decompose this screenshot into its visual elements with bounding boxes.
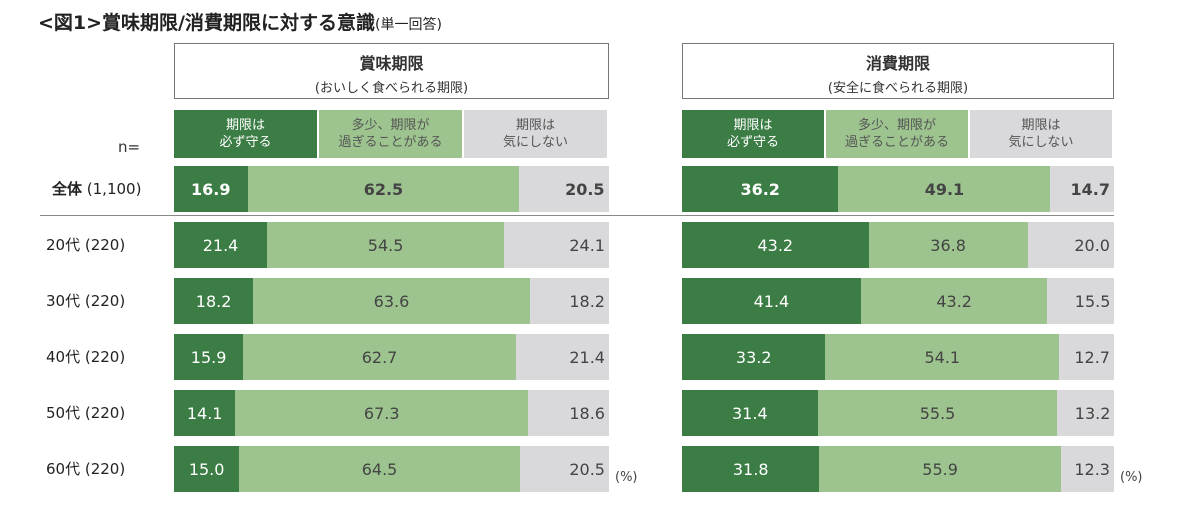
bar-segment: 14.1 (174, 390, 236, 436)
bar-segment: 15.9 (174, 334, 244, 380)
row-n: (220) (80, 404, 126, 422)
bar-segment: 33.2 (682, 334, 826, 380)
bar-segment: 62.5 (247, 166, 520, 212)
legend-category: 多少、期限が 過ぎることがある (826, 110, 970, 158)
row-n: (1,100) (82, 180, 142, 198)
bar-segment: 18.6 (528, 390, 609, 436)
bar-segment: 12.3 (1060, 446, 1114, 492)
bar-segment: 41.4 (682, 278, 861, 324)
row-group: 50代 (46, 404, 81, 422)
bar-segment: 43.2 (860, 278, 1048, 324)
legend-category: 期限は 必ず守る (174, 110, 319, 158)
bar-segment: 43.2 (682, 222, 869, 268)
row-label: 全体 (1,100) (52, 178, 141, 199)
row-group: 全体 (52, 180, 83, 198)
bar-segment: 67.3 (235, 390, 529, 436)
row-n: (220) (80, 460, 126, 478)
legend-category: 期限は 気にしない (464, 110, 609, 158)
title-note: (単一回答) (375, 17, 442, 33)
bar-segment: 54.5 (267, 222, 505, 268)
row-label: 20代 (220) (46, 234, 125, 255)
legend-category: 期限は 必ず守る (682, 110, 826, 158)
panel-subtitle: (安全に食べられる期限) (827, 81, 969, 96)
bar-segment: 15.5 (1047, 278, 1115, 324)
row-group: 20代 (46, 236, 81, 254)
bar-segment: 24.1 (504, 222, 609, 268)
row-label: 60代 (220) (46, 458, 125, 479)
separator (40, 215, 1114, 216)
panel-header-0: 賞味期限 (おいしく食べられる期限) (174, 43, 609, 99)
bar-segment: 21.4 (515, 334, 609, 380)
unit-label: (%) (1120, 470, 1143, 485)
title-text: <図1>賞味期限/消費期限に対する意識 (38, 12, 376, 34)
legend-category: 期限は 気にしない (970, 110, 1114, 158)
panel-title: 消費期限 (865, 54, 930, 73)
panel-title: 賞味期限 (359, 54, 424, 73)
row-label: 40代 (220) (46, 346, 125, 367)
bar-segment: 20.0 (1027, 222, 1114, 268)
row-n: (220) (80, 236, 126, 254)
row-label: 50代 (220) (46, 402, 125, 423)
bar-segment: 49.1 (838, 166, 1051, 212)
bar-segment: 18.2 (174, 278, 254, 324)
n-label: n= (118, 138, 141, 156)
row-label: 30代 (220) (46, 290, 125, 311)
bar-segment: 31.4 (682, 390, 818, 436)
bar-segment: 12.7 (1059, 334, 1114, 380)
row-n: (220) (80, 292, 126, 310)
bar-segment: 55.9 (819, 446, 1061, 492)
bar-segment: 15.0 (174, 446, 240, 492)
panel-header-1: 消費期限 (安全に食べられる期限) (682, 43, 1114, 99)
unit-label: (%) (615, 470, 638, 485)
bar-segment: 36.8 (868, 222, 1028, 268)
bar-segment: 63.6 (253, 278, 530, 324)
row-n: (220) (80, 348, 126, 366)
legend-category: 多少、期限が 過ぎることがある (319, 110, 464, 158)
bar-segment: 20.5 (519, 166, 609, 212)
bar-segment: 18.2 (529, 278, 609, 324)
row-group: 30代 (46, 292, 81, 310)
bar-segment: 16.9 (174, 166, 248, 212)
bar-segment: 36.2 (682, 166, 839, 212)
bar-segment: 54.1 (825, 334, 1060, 380)
bar-segment: 31.8 (682, 446, 820, 492)
bar-segment: 13.2 (1057, 390, 1115, 436)
bar-segment: 64.5 (239, 446, 520, 492)
bar-segment: 55.5 (817, 390, 1058, 436)
bar-segment: 20.5 (519, 446, 609, 492)
panel-subtitle: (おいしく食べられる期限) (314, 81, 469, 96)
row-group: 40代 (46, 348, 81, 366)
bar-segment: 21.4 (174, 222, 268, 268)
row-group: 60代 (46, 460, 81, 478)
bar-segment: 14.7 (1050, 166, 1114, 212)
bar-segment: 62.7 (243, 334, 516, 380)
chart-title: <図1>賞味期限/消費期限に対する意識(単一回答) (38, 8, 442, 35)
